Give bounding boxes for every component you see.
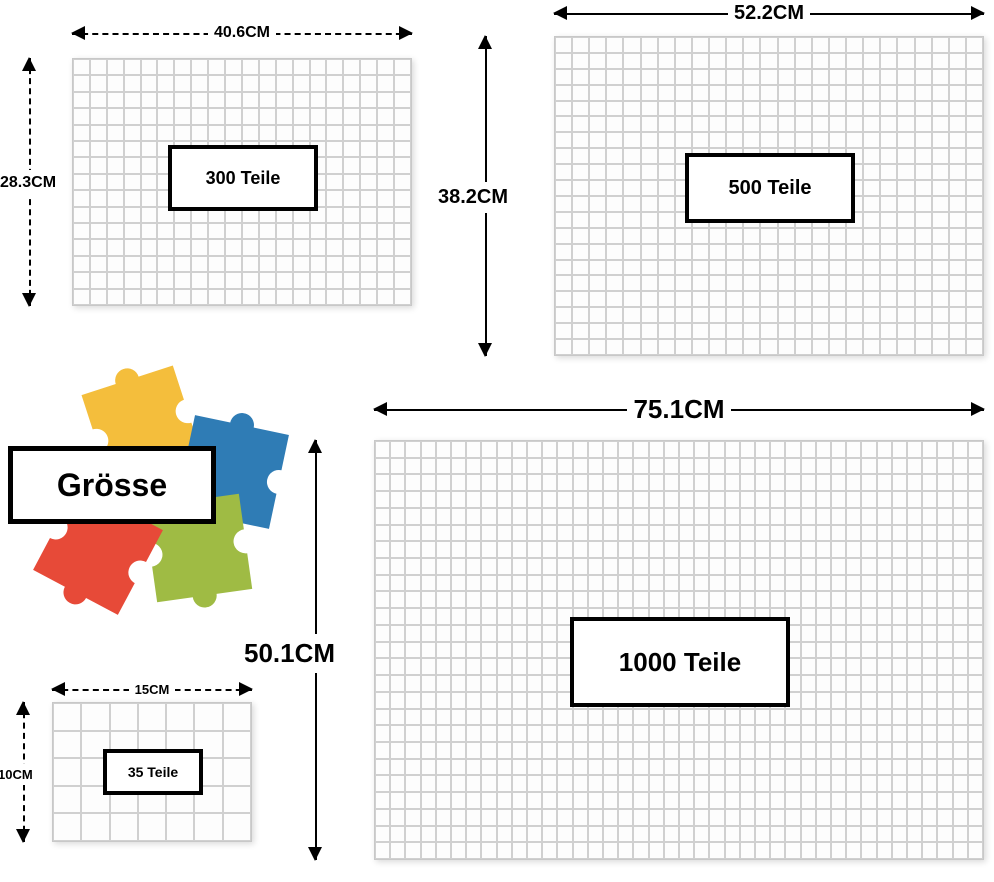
puzzle-1000-label: 1000 Teile xyxy=(570,617,790,707)
puzzle-500-block: 52.2CM 38.2CM 500 Teile xyxy=(554,6,984,326)
dim-height-35: 10CM xyxy=(12,702,34,842)
dim-height-500: 38.2CM xyxy=(474,36,496,356)
dim-width-1000: 75.1CM xyxy=(374,398,984,420)
puzzle-300-label: 300 Teile xyxy=(168,145,318,211)
dim-height-300: 28.3CM xyxy=(18,58,40,306)
dim-width-1000-label: 75.1CM xyxy=(627,394,730,425)
puzzle-1000-block: 75.1CM 50.1CM 1000 Teile xyxy=(374,404,984,824)
dim-height-300-label: 28.3CM xyxy=(0,170,56,196)
dim-width-300: 40.6CM xyxy=(72,22,412,44)
puzzle-1000-grid: 1000 Teile xyxy=(374,440,984,860)
puzzle-35-grid: 35 Teile xyxy=(52,702,252,842)
dim-height-35-label: 10CM xyxy=(0,764,33,785)
dim-height-1000: 50.1CM xyxy=(304,440,326,860)
dim-width-500: 52.2CM xyxy=(554,2,984,24)
puzzle-300-block: 40.6CM 28.3CM 300 Teile xyxy=(72,28,412,276)
puzzle-500-grid: 500 Teile xyxy=(554,36,984,356)
dim-height-500-label: 38.2CM xyxy=(438,182,508,213)
heading-box: Grösse xyxy=(8,446,216,524)
dim-width-300-label: 40.6CM xyxy=(208,24,276,42)
dim-width-35-label: 15CM xyxy=(129,682,176,697)
dim-width-35: 15CM xyxy=(52,678,252,700)
puzzle-300-grid: 300 Teile xyxy=(72,58,412,306)
dim-height-1000-label: 50.1CM xyxy=(244,634,335,673)
puzzle-500-label: 500 Teile xyxy=(685,153,855,223)
puzzle-35-block: 15CM 10CM 35 Teile xyxy=(52,680,252,820)
dim-width-500-label: 52.2CM xyxy=(728,2,810,25)
puzzle-35-label: 35 Teile xyxy=(103,749,203,795)
